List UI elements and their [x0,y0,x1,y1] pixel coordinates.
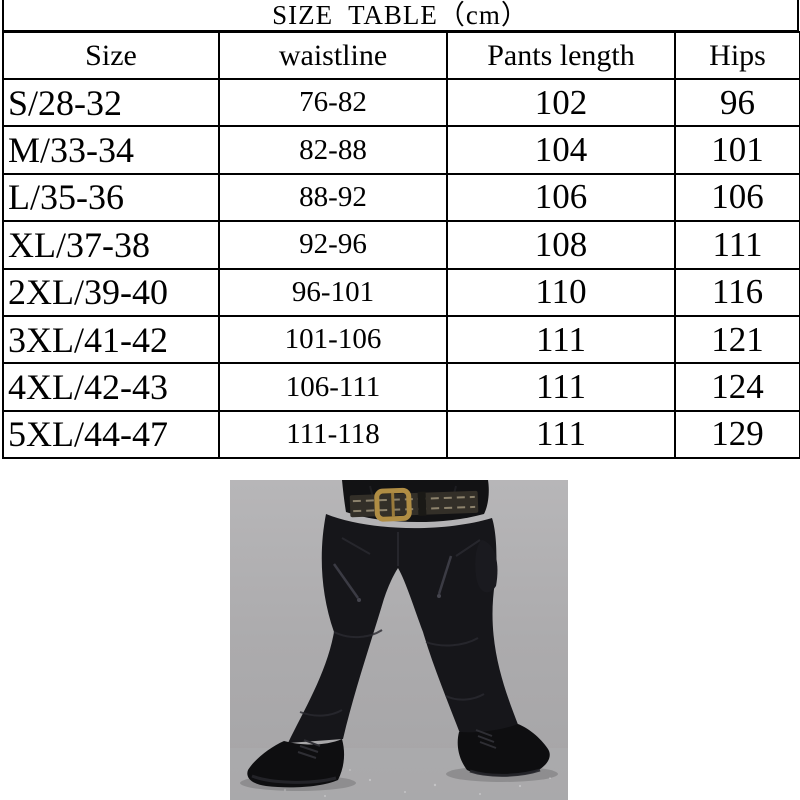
boot-laces [297,729,497,759]
zipper-pull-left [357,598,361,602]
cargo-pocket-bulge [475,540,498,593]
pants-seams [299,532,485,717]
belt-buckle [374,487,412,522]
cell-hips: 121 [674,314,800,365]
cell-size: 3XL/41-42 [2,314,220,365]
cell-hips: 96 [674,77,800,128]
cell-waistline: 92-96 [218,220,448,270]
cell-size: XL/37-38 [2,220,220,270]
cell-hips: 111 [674,220,800,270]
cell-size: S/28-32 [2,77,220,128]
cell-hips: 124 [674,362,800,412]
buckle-prong [391,492,395,517]
belt-keeper [417,491,427,516]
cell-hips: 106 [674,172,800,223]
boot-soles [251,768,541,784]
cell-waistline: 76-82 [218,77,448,128]
cell-size: 2XL/39-40 [2,267,220,317]
col-header-hips: Hips [674,31,800,80]
cell-pants-length: 102 [446,77,676,128]
belt-pattern-top [352,495,475,503]
table-row: XL/37-38 92-96 108 111 [2,220,800,270]
cell-size: L/35-36 [2,172,220,223]
zipper-pull-right [437,594,441,598]
col-header-waistline: waistline [218,31,448,80]
cell-size: 5XL/44-47 [2,409,220,460]
cell-pants-length: 106 [446,172,676,223]
cell-waistline: 106-111 [218,362,448,412]
header-row: Size waistline Pants length Hips [2,31,800,80]
table-row: M/33-34 82-88 104 101 [2,125,800,175]
thigh-zippers [332,555,453,599]
cell-waistline: 101-106 [218,314,448,365]
size-table-title: SIZE TABLE（cm） [2,0,799,31]
cell-hips: 129 [674,409,800,460]
belt [349,487,479,522]
cell-pants-length: 104 [446,125,676,175]
product-photo-graphic [230,480,568,800]
cell-pants-length: 111 [446,314,676,365]
size-table: Size waistline Pants length Hips S/28-32… [2,31,800,460]
left-boot [247,739,345,788]
table-row: 2XL/39-40 96-101 110 116 [2,267,800,317]
cell-waistline: 88-92 [218,172,448,223]
cell-pants-length: 111 [446,362,676,412]
table-row: 5XL/44-47 111-118 111 129 [2,409,800,460]
product-photo [230,480,568,800]
size-chart: SIZE TABLE（cm） Size waistline Pants leng… [2,0,800,460]
cell-waistline: 82-88 [218,125,448,175]
col-header-pants-length: Pants length [446,31,676,80]
cell-pants-length: 108 [446,220,676,270]
cell-pants-length: 110 [446,267,676,317]
cell-waistline: 111-118 [218,409,448,460]
cell-waistline: 96-101 [218,267,448,317]
cell-size: 4XL/42-43 [2,362,220,412]
pants [288,514,519,743]
table-row: 3XL/41-42 101-106 111 121 [2,314,800,365]
cell-size: M/33-34 [2,125,220,175]
belt-pattern-bottom [353,505,476,513]
belt-webbing [349,490,479,518]
table-row: L/35-36 88-92 106 106 [2,172,800,223]
cell-hips: 116 [674,267,800,317]
table-row: S/28-32 76-82 102 96 [2,77,800,128]
table-row: 4XL/42-43 106-111 111 124 [2,362,800,412]
col-header-size: Size [2,31,220,80]
cell-pants-length: 111 [446,409,676,460]
cell-hips: 101 [674,125,800,175]
